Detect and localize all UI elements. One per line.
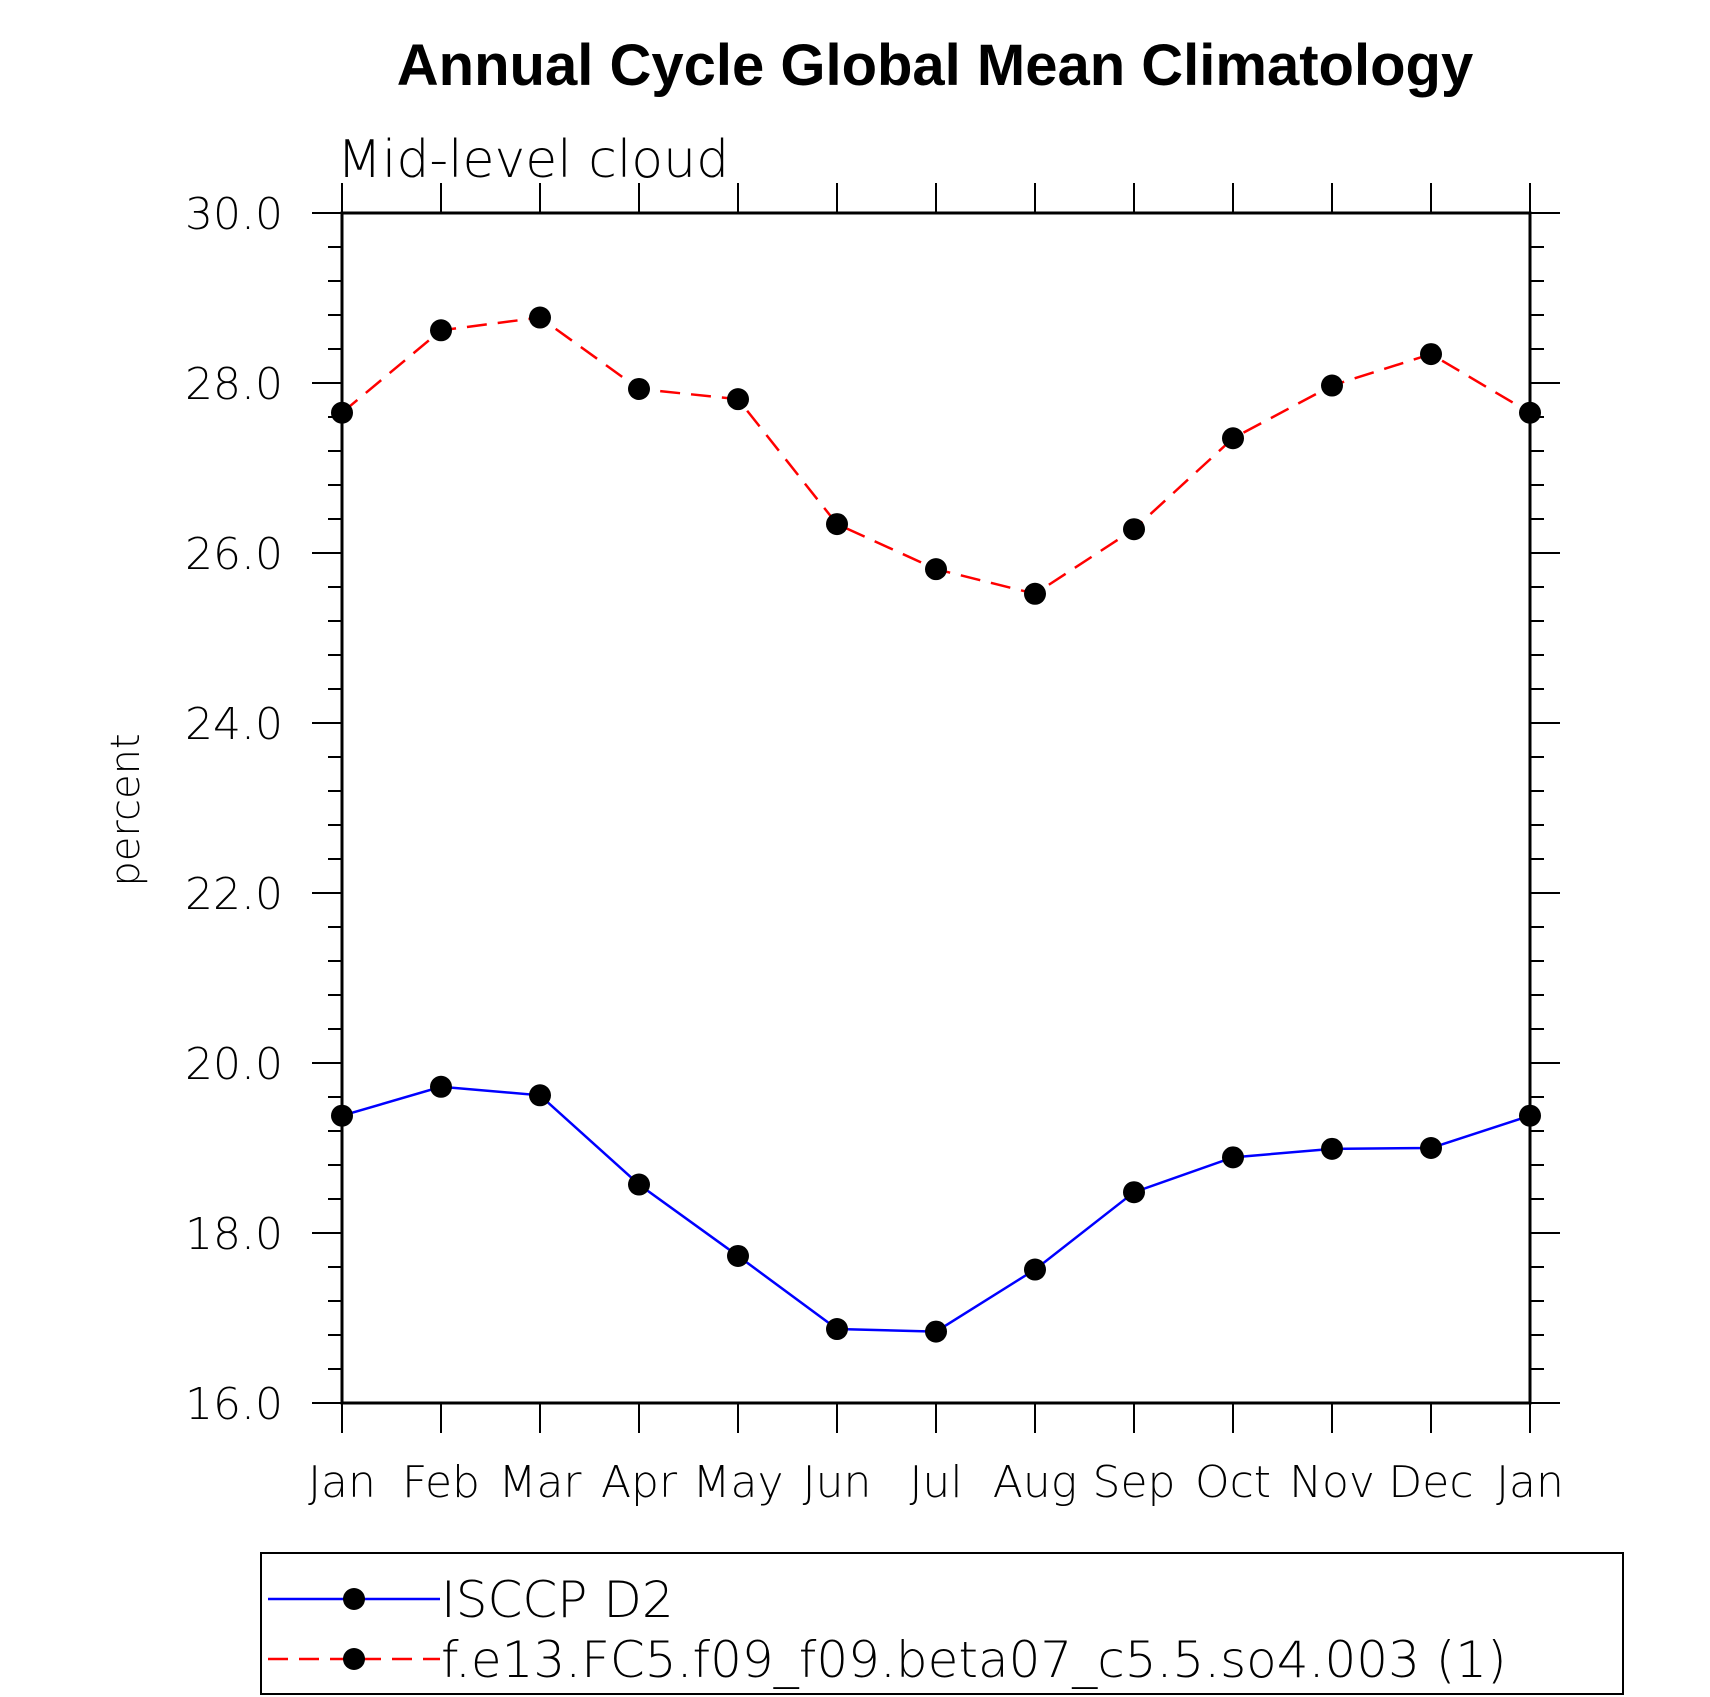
y-tick-label: 18.0 [185, 1209, 283, 1260]
data-point [1024, 582, 1046, 605]
data-point [331, 1104, 353, 1127]
y-tick-label: 22.0 [185, 869, 283, 920]
legend-box [260, 1552, 1624, 1695]
series-1 [331, 1075, 1541, 1343]
data-point [331, 401, 353, 424]
y-tick-label: 30.0 [185, 189, 283, 240]
data-point [826, 513, 848, 536]
x-tick-label: Jan [308, 1457, 376, 1508]
legend: ISCCP D2f.e13.FC5.f09_f09.beta07_c5.5.so… [260, 1552, 1624, 1695]
series-layer [331, 306, 1541, 1343]
data-point [1420, 343, 1442, 366]
axes: 16.0 18.0 20.0 22.0 24.0 26.0 28.0 30.0 Jan Feb Ma… [185, 183, 1564, 1508]
data-point [727, 388, 749, 411]
data-point [628, 377, 650, 400]
y-tick-label: 28.0 [185, 359, 283, 410]
y-axis-label: percent [103, 733, 149, 886]
data-point [1222, 427, 1244, 450]
x-tick-label: Aug [993, 1457, 1077, 1508]
x-tick-label: May [693, 1457, 784, 1508]
chart-subtitle: Mid-level cloud [337, 130, 729, 190]
y-tick-label: 26.0 [185, 529, 283, 580]
data-point [1321, 1137, 1343, 1160]
y-tick-label: 16.0 [185, 1379, 283, 1430]
data-point [727, 1244, 749, 1267]
x-tick-label: Dec [1388, 1457, 1473, 1508]
y-tick-label: 24.0 [185, 699, 283, 750]
data-point [430, 1075, 452, 1098]
legend-label: ISCCP D2 [441, 1571, 674, 1629]
data-point [628, 1173, 650, 1196]
data-point [1519, 1104, 1541, 1127]
x-tick-label: Mar [498, 1457, 582, 1508]
series-line [341, 1085, 1531, 1333]
x-tick-label: Apr [601, 1457, 678, 1508]
legend-label: f.e13.FC5.f09_f09.beta07_c5.5.so4.003 (1… [441, 1631, 1507, 1689]
x-tick-label: Feb [402, 1457, 480, 1508]
data-point [1024, 1258, 1046, 1281]
x-tick-label: Jan [1496, 1457, 1564, 1508]
x-tick-label: Sep [1093, 1457, 1176, 1508]
data-point [529, 1084, 551, 1107]
data-point [430, 319, 452, 342]
legend-marker [343, 1588, 365, 1610]
x-tick-label: Jul [909, 1457, 962, 1508]
y-tick-label: 20.0 [185, 1039, 283, 1090]
legend-item: ISCCP D2 [268, 1571, 674, 1629]
data-point [1222, 1146, 1244, 1169]
series-line [341, 316, 1531, 596]
data-point [1420, 1137, 1442, 1159]
x-tick-label: Oct [1195, 1457, 1271, 1508]
x-tick-label: Nov [1289, 1457, 1375, 1508]
data-point [826, 1318, 848, 1341]
x-tick-label: Jun [803, 1457, 872, 1508]
data-point [925, 1320, 947, 1343]
legend-item: f.e13.FC5.f09_f09.beta07_c5.5.so4.003 (1… [268, 1631, 1507, 1689]
data-point [529, 306, 551, 329]
data-point [925, 558, 947, 581]
data-point [1519, 401, 1541, 424]
plot-area-frame [340, 211, 1532, 1405]
data-point [1321, 374, 1343, 397]
data-point [1123, 1181, 1145, 1204]
data-point [1123, 518, 1145, 541]
chart-title: Annual Cycle Global Mean Climatology [397, 33, 1473, 98]
legend-marker [343, 1648, 365, 1670]
series-2 [331, 306, 1541, 605]
